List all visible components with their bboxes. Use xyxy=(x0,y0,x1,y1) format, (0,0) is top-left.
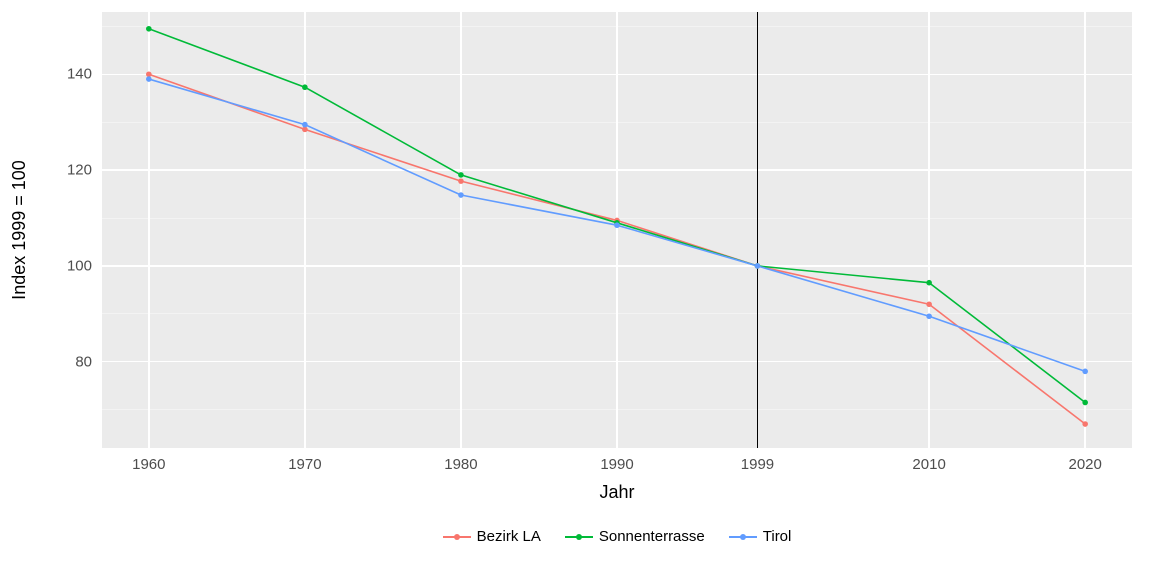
series-point xyxy=(302,84,308,90)
series-point xyxy=(926,280,932,286)
series-point xyxy=(458,192,464,198)
legend-dot-icon xyxy=(576,534,582,540)
y-tick-label: 140 xyxy=(67,66,92,83)
legend-item: Sonnenterrasse xyxy=(565,528,705,545)
series-point xyxy=(302,127,308,133)
x-tick-label: 1990 xyxy=(600,456,633,473)
series-line xyxy=(149,29,1085,403)
legend-label: Tirol xyxy=(763,528,792,545)
x-axis-title: Jahr xyxy=(599,482,634,503)
legend: Bezirk LA Sonnenterrasse Tirol xyxy=(102,528,1132,545)
legend-item: Tirol xyxy=(729,528,792,545)
legend-label: Sonnenterrasse xyxy=(599,528,705,545)
legend-dot-icon xyxy=(454,534,460,540)
x-tick-label: 2010 xyxy=(912,456,945,473)
legend-key xyxy=(443,530,471,544)
y-tick-label: 100 xyxy=(67,257,92,274)
series-line xyxy=(149,74,1085,424)
series-point xyxy=(614,222,620,228)
x-tick-label: 1960 xyxy=(132,456,165,473)
series-point xyxy=(146,76,152,82)
series-point xyxy=(926,313,932,319)
series-point xyxy=(1082,400,1088,406)
x-tick-label: 1980 xyxy=(444,456,477,473)
series-point xyxy=(302,122,308,128)
series-point xyxy=(926,301,932,307)
y-tick-label: 80 xyxy=(75,353,92,370)
y-tick-label: 120 xyxy=(67,162,92,179)
series-point xyxy=(146,71,152,77)
x-tick-label: 2020 xyxy=(1068,456,1101,473)
x-tick-label: 1999 xyxy=(741,456,774,473)
series-point xyxy=(1082,369,1088,375)
legend-item: Bezirk LA xyxy=(443,528,541,545)
x-tick-label: 1970 xyxy=(288,456,321,473)
legend-dot-icon xyxy=(740,534,746,540)
series-lines xyxy=(102,12,1132,448)
legend-label: Bezirk LA xyxy=(477,528,541,545)
series-point xyxy=(458,172,464,178)
legend-key xyxy=(729,530,757,544)
series-point xyxy=(755,263,761,269)
series-point xyxy=(458,178,464,184)
y-axis-title: Index 1999 = 100 xyxy=(9,160,30,300)
series-point xyxy=(1082,421,1088,427)
legend-key xyxy=(565,530,593,544)
series-point xyxy=(146,26,152,32)
chart-panel xyxy=(102,12,1132,448)
